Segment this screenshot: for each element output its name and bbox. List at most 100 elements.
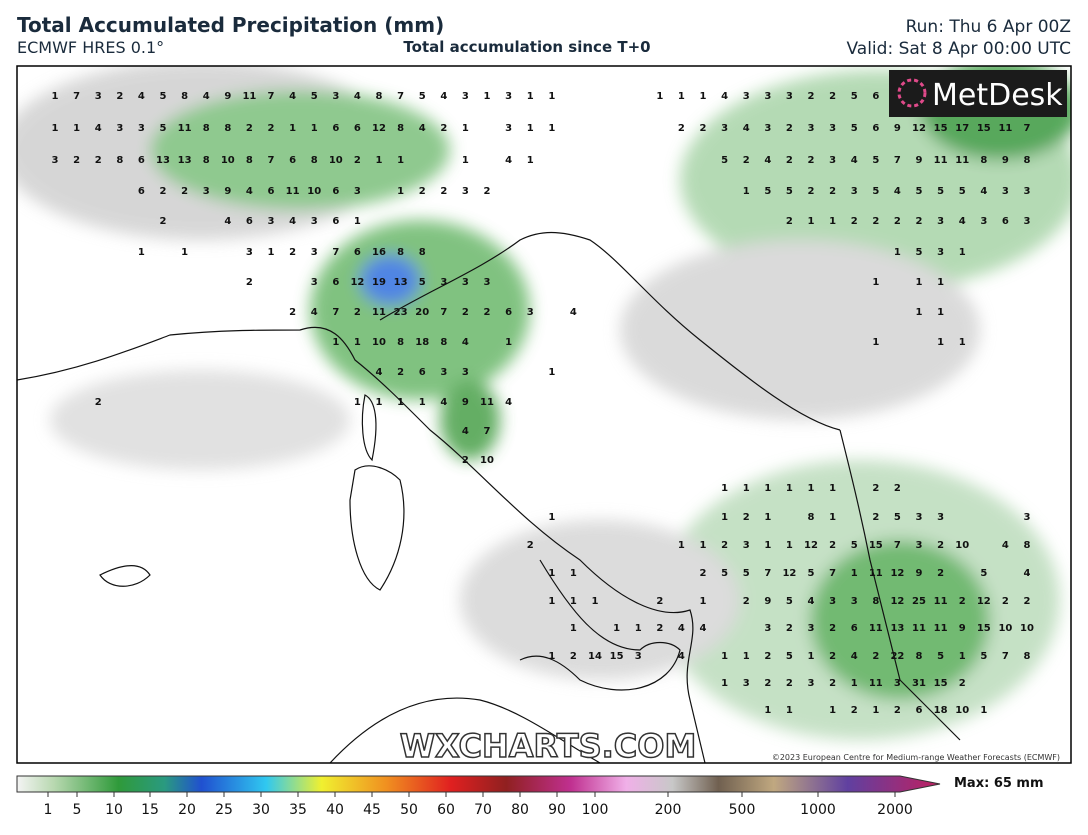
precip-label: 6	[138, 155, 145, 166]
precip-label: 4	[851, 155, 858, 166]
precip-label: 13	[890, 623, 904, 634]
precip-label: 3	[440, 277, 447, 288]
precip-label: 4	[678, 623, 685, 634]
precip-label: 1	[829, 705, 836, 716]
precip-label: 2	[808, 91, 815, 102]
precip-label: 2	[462, 455, 469, 466]
precip-label: 9	[916, 568, 923, 579]
precip-label: 3	[505, 123, 512, 134]
precip-label: 10	[329, 155, 343, 166]
precip-label: 1	[700, 91, 707, 102]
precip-label: 4	[505, 397, 512, 408]
precip-label: 6	[332, 216, 339, 227]
precip-label: 2	[829, 186, 836, 197]
precip-label: 1	[786, 705, 793, 716]
precip-label: 1	[635, 623, 642, 634]
precip-label: 1	[808, 651, 815, 662]
precip-label: 2	[937, 568, 944, 579]
precip-label: 6	[246, 216, 253, 227]
precip-label: 1	[397, 397, 404, 408]
precip-label: 1	[570, 596, 577, 607]
precip-label: 2	[786, 216, 793, 227]
precip-label: 5	[980, 651, 987, 662]
precip-label: 1	[527, 91, 534, 102]
precip-label: 5	[721, 568, 728, 579]
precip-label: 2	[851, 705, 858, 716]
precip-label: 3	[894, 678, 901, 689]
precip-label: 2	[851, 216, 858, 227]
precip-label: 6	[332, 123, 339, 134]
precip-label: 8	[397, 337, 404, 348]
precip-label: 1	[397, 155, 404, 166]
precip-label: 4	[289, 216, 296, 227]
precip-label: 6	[916, 705, 923, 716]
precip-label: 8	[397, 123, 404, 134]
precip-label: 4	[462, 337, 469, 348]
precip-label: 2	[959, 596, 966, 607]
colorbar-tick-label: 60	[437, 802, 455, 818]
precip-label: 5	[786, 596, 793, 607]
precip-label: 10	[1020, 623, 1034, 634]
precip-label: 3	[829, 155, 836, 166]
precip-label: 4	[440, 397, 447, 408]
logo: MetDesk	[932, 78, 1063, 113]
precip-label: 19	[372, 277, 386, 288]
logo-box	[889, 70, 1067, 117]
precip-label: 1	[959, 337, 966, 348]
precip-label: 2	[289, 247, 296, 258]
precip-label: 2	[354, 155, 361, 166]
precip-label: 2	[786, 155, 793, 166]
precip-label: 1	[548, 596, 555, 607]
precip-label: 3	[743, 678, 750, 689]
precip-label: 4	[376, 367, 383, 378]
precip-label: 3	[764, 123, 771, 134]
precip-label: 4	[980, 186, 987, 197]
precip-label: 6	[332, 186, 339, 197]
precip-label: 2	[743, 512, 750, 523]
colorbar-tick-label: 30	[252, 802, 270, 818]
precip-label: 3	[937, 216, 944, 227]
colorbar-tick-label: 50	[400, 802, 418, 818]
precip-label: 7	[268, 155, 275, 166]
precip-label: 6	[419, 367, 426, 378]
precip-label: 3	[786, 91, 793, 102]
precip-label: 2	[764, 678, 771, 689]
precip-label: 2	[743, 596, 750, 607]
precip-label: 13	[178, 155, 192, 166]
precip-label: 8	[203, 155, 210, 166]
precip-label: 10	[955, 705, 969, 716]
precip-label: 11	[955, 155, 969, 166]
precip-label: 12	[890, 596, 904, 607]
precip-label: 2	[916, 216, 923, 227]
precip-label: 8	[1024, 540, 1031, 551]
precip-label: 2	[73, 155, 80, 166]
precip-label: 1	[656, 91, 663, 102]
precip-label: 20	[415, 307, 429, 318]
precip-label: 11	[869, 678, 883, 689]
precip-label: 9	[224, 91, 231, 102]
precip-label: 3	[937, 247, 944, 258]
precip-label: 5	[916, 186, 923, 197]
precip-label: 1	[354, 216, 361, 227]
precip-label: 2	[484, 307, 491, 318]
precip-label: 6	[289, 155, 296, 166]
precip-label: 7	[73, 91, 80, 102]
colorbar-tick-label: 5	[73, 802, 82, 818]
colorbar-tick-label: 15	[141, 802, 159, 818]
colorbar-tick-label: 500	[729, 802, 756, 818]
precip-label: 1	[505, 337, 512, 348]
precip-label: 1	[786, 540, 793, 551]
precip-label: 7	[332, 307, 339, 318]
valid: Valid: Sat 8 Apr 00:00 UTC	[846, 39, 1071, 59]
colorbar	[16, 775, 941, 793]
precip-label: 8	[203, 123, 210, 134]
precip-label: 5	[808, 568, 815, 579]
precip-label: 3	[743, 540, 750, 551]
precip-label: 5	[764, 186, 771, 197]
precip-label: 2	[1024, 596, 1031, 607]
precip-label: 2	[95, 397, 102, 408]
precip-label: 1	[332, 337, 339, 348]
precip-label: 1	[548, 123, 555, 134]
colorbar-tick-label: 90	[548, 802, 566, 818]
precip-label: 1	[980, 705, 987, 716]
